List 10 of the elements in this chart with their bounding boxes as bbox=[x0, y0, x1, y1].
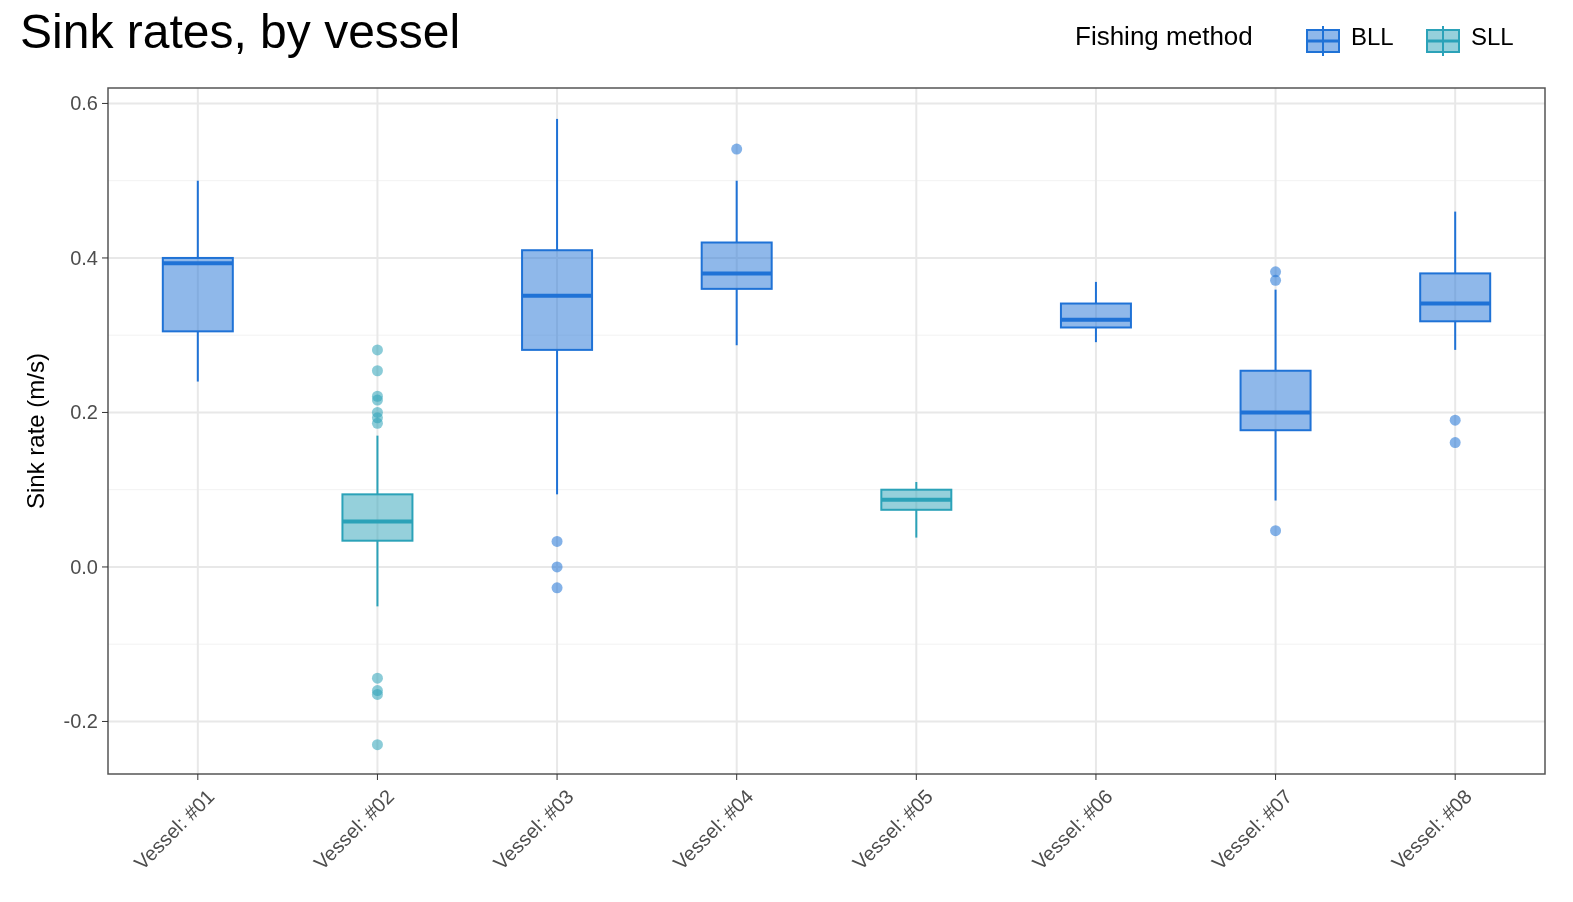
legend-label: SLL bbox=[1471, 23, 1514, 50]
legend-title: Fishing method bbox=[1075, 21, 1253, 51]
y-tick-label: 0.0 bbox=[70, 555, 98, 578]
y-tick-label: -0.2 bbox=[63, 710, 98, 733]
legend-label: BLL bbox=[1351, 23, 1394, 50]
y-tick-label: 0.2 bbox=[70, 401, 98, 424]
y-tick-label: 0.4 bbox=[70, 246, 98, 269]
y-tick-label: 0.6 bbox=[70, 92, 98, 115]
chart-title: Sink rates, by vessel bbox=[20, 5, 461, 58]
y-axis-title: Sink rate (m/s) bbox=[22, 352, 49, 510]
